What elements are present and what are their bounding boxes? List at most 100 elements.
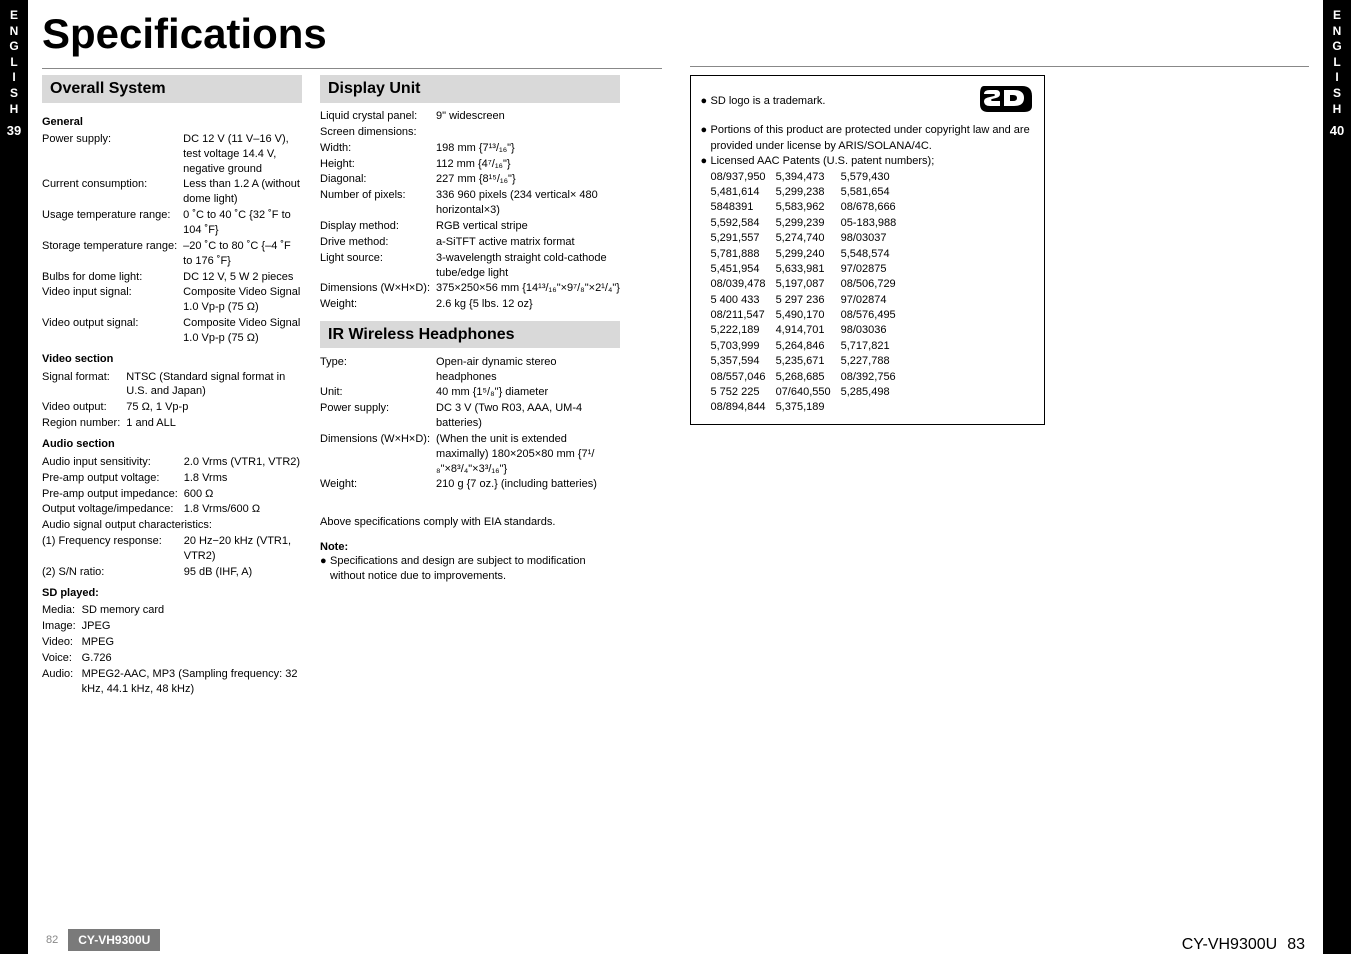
table-row: (2) S/N ratio:95 dB (IHF, A) bbox=[42, 564, 302, 580]
tab-letter: G bbox=[1332, 39, 1341, 55]
patent-cell: 5,268,685 bbox=[776, 370, 841, 385]
video-table: Signal format:NTSC (Standard signal form… bbox=[42, 369, 302, 431]
patent-cell: 08/211,547 bbox=[711, 308, 776, 323]
patent-cell: 5,299,240 bbox=[776, 247, 841, 262]
table-row: Unit:40 mm {1⁵/₈"} diameter bbox=[320, 385, 620, 401]
bullet-icon: ● bbox=[701, 154, 711, 169]
table-row: 5,481,6145,299,2385,581,654 bbox=[711, 185, 907, 200]
patent-cell: 97/02874 bbox=[841, 293, 907, 308]
page-spread: E N G L I S H 39 Specifications Overall … bbox=[0, 0, 1351, 954]
patent-cell: 5848391 bbox=[711, 200, 776, 215]
tab-letter: E bbox=[1333, 8, 1341, 24]
left-page: Specifications Overall System General Po… bbox=[28, 0, 676, 954]
tab-letter: I bbox=[1335, 70, 1338, 86]
table-row: Type:Open-air dynamic stereo headphones bbox=[320, 354, 620, 385]
patent-cell: 5,451,954 bbox=[711, 262, 776, 277]
patent-cell: 08/894,844 bbox=[711, 400, 776, 415]
patent-cell: 07/640,550 bbox=[776, 385, 841, 400]
general-table: Power supply:DC 12 V (11 V–16 V), test v… bbox=[42, 131, 302, 346]
patent-cell: 5,481,614 bbox=[711, 185, 776, 200]
tab-letter: H bbox=[10, 102, 19, 118]
table-row: Video output:75 Ω, 1 Vp-p bbox=[42, 400, 302, 416]
patent-cell: 5 752 225 bbox=[711, 385, 776, 400]
left-footer: 82 CY-VH9300U bbox=[28, 926, 676, 954]
patent-cell: 98/03037 bbox=[841, 231, 907, 246]
table-row: 5,781,8885,299,2405,548,574 bbox=[711, 247, 907, 262]
table-row: Screen dimensions: bbox=[320, 124, 620, 140]
table-row: Image:JPEG bbox=[42, 619, 302, 635]
patent-cell: 5,717,821 bbox=[841, 339, 907, 354]
table-row: Media:SD memory card bbox=[42, 603, 302, 619]
table-row: Audio input sensitivity:2.0 Vrms (VTR1, … bbox=[42, 454, 302, 470]
patent-cell: 5,781,888 bbox=[711, 247, 776, 262]
display-unit-heading: Display Unit bbox=[320, 75, 620, 103]
left-lang-letters: E N G L I S H 39 bbox=[7, 8, 21, 140]
table-row: Number of pixels:336 960 pixels (234 ver… bbox=[320, 188, 620, 219]
right-lang-tab: E N G L I S H 40 bbox=[1323, 0, 1351, 954]
table-row: Power supply:DC 12 V (11 V–16 V), test v… bbox=[42, 131, 302, 177]
patent-cell bbox=[841, 400, 907, 415]
sd-played-table: Media:SD memory card Image:JPEG Video:MP… bbox=[42, 603, 302, 697]
table-row: Voice:G.726 bbox=[42, 650, 302, 666]
table-row: Dimensions (W×H×D):(When the unit is ext… bbox=[320, 431, 620, 477]
table-row: 08/894,8445,375,189 bbox=[711, 400, 907, 415]
table-row: 5,703,9995,264,8465,717,821 bbox=[711, 339, 907, 354]
note-text: Specifications and design are subject to… bbox=[330, 554, 620, 584]
horizontal-rule bbox=[42, 68, 662, 69]
table-row: Diagonal:227 mm {8¹⁵/₁₆"} bbox=[320, 172, 620, 188]
table-row: 58483915,583,96208/678,666 bbox=[711, 200, 907, 215]
patent-cell: 5,197,087 bbox=[776, 277, 841, 292]
table-row: Dimensions (W×H×D):375×250×56 mm {14¹³/₁… bbox=[320, 281, 620, 297]
table-row: Video:MPEG bbox=[42, 635, 302, 651]
general-heading: General bbox=[42, 115, 302, 130]
patent-cell: 08/557,046 bbox=[711, 370, 776, 385]
right-footer-model: CY-VH9300U bbox=[1182, 936, 1277, 954]
tab-letter: I bbox=[12, 70, 15, 86]
table-row: Light source:3-wavelength straight cold-… bbox=[320, 250, 620, 281]
aac-text: Licensed AAC Patents (U.S. patent number… bbox=[711, 154, 1034, 169]
column-display: Display Unit Liquid crystal panel:9" wid… bbox=[320, 75, 620, 697]
table-row: Current consumption:Less than 1.2 A (wit… bbox=[42, 177, 302, 208]
table-row: 5,291,5575,274,74098/03037 bbox=[711, 231, 907, 246]
right-lang-letters: E N G L I S H 40 bbox=[1330, 8, 1344, 140]
patent-cell: 05-183,988 bbox=[841, 216, 907, 231]
table-row: Storage temperature range:–20 ˚C to 80 ˚… bbox=[42, 238, 302, 269]
patent-cell: 08/937,950 bbox=[711, 170, 776, 185]
table-row: Audio:MPEG2-AAC, MP3 (Sampling frequency… bbox=[42, 666, 302, 697]
patent-cell: 5 297 236 bbox=[776, 293, 841, 308]
aac-patents-heading: ● Licensed AAC Patents (U.S. patent numb… bbox=[701, 154, 1034, 169]
table-row: Audio signal output characteristics: bbox=[42, 518, 302, 534]
patent-cell: 5,357,594 bbox=[711, 354, 776, 369]
patent-cell: 5,394,473 bbox=[776, 170, 841, 185]
table-row: Output voltage/impedance:1.8 Vrms/600 Ω bbox=[42, 502, 302, 518]
patent-cell: 5,579,430 bbox=[841, 170, 907, 185]
page-title: Specifications bbox=[42, 10, 662, 58]
ir-table: Type:Open-air dynamic stereo headphones … bbox=[320, 354, 620, 493]
table-row: Display method:RGB vertical stripe bbox=[320, 219, 620, 235]
tab-letter: N bbox=[10, 24, 19, 40]
note-bullet: ● Specifications and design are subject … bbox=[320, 554, 620, 584]
tab-letter: G bbox=[9, 39, 18, 55]
table-row: Usage temperature range:0 ˚C to 40 ˚C {3… bbox=[42, 208, 302, 239]
patent-cell: 98/03036 bbox=[841, 323, 907, 338]
patent-cell: 5,291,557 bbox=[711, 231, 776, 246]
trademark-patent-box: ● SD logo is a trademark. ● Portions of … bbox=[690, 75, 1045, 425]
audio-table: Audio input sensitivity:2.0 Vrms (VTR1, … bbox=[42, 454, 302, 580]
patent-cell: 5,633,981 bbox=[776, 262, 841, 277]
tab-letter: S bbox=[1333, 86, 1341, 102]
patents-table: 08/937,9505,394,4735,579,4305,481,6145,2… bbox=[711, 170, 907, 416]
table-row: Region number:1 and ALL bbox=[42, 416, 302, 432]
patent-cell: 5,264,846 bbox=[776, 339, 841, 354]
right-footer-page: 83 bbox=[1287, 936, 1323, 954]
eia-text: Above specifications comply with EIA sta… bbox=[320, 515, 620, 530]
right-page: ● SD logo is a trademark. ● Portions of … bbox=[676, 0, 1324, 954]
sd-trademark-row: ● SD logo is a trademark. bbox=[701, 84, 1034, 119]
table-row: Video output signal:Composite Video Sign… bbox=[42, 316, 302, 347]
copyright-text: Portions of this product are protected u… bbox=[711, 123, 1034, 154]
table-row: 5 752 22507/640,5505,285,498 bbox=[711, 385, 907, 400]
column-overall: Overall System General Power supply:DC 1… bbox=[42, 75, 302, 697]
table-row: 5,357,5945,235,6715,227,788 bbox=[711, 354, 907, 369]
patent-cell: 5,222,189 bbox=[711, 323, 776, 338]
table-row: Weight:210 g {7 oz.} (including batterie… bbox=[320, 477, 620, 493]
tab-letter: H bbox=[1333, 102, 1342, 118]
